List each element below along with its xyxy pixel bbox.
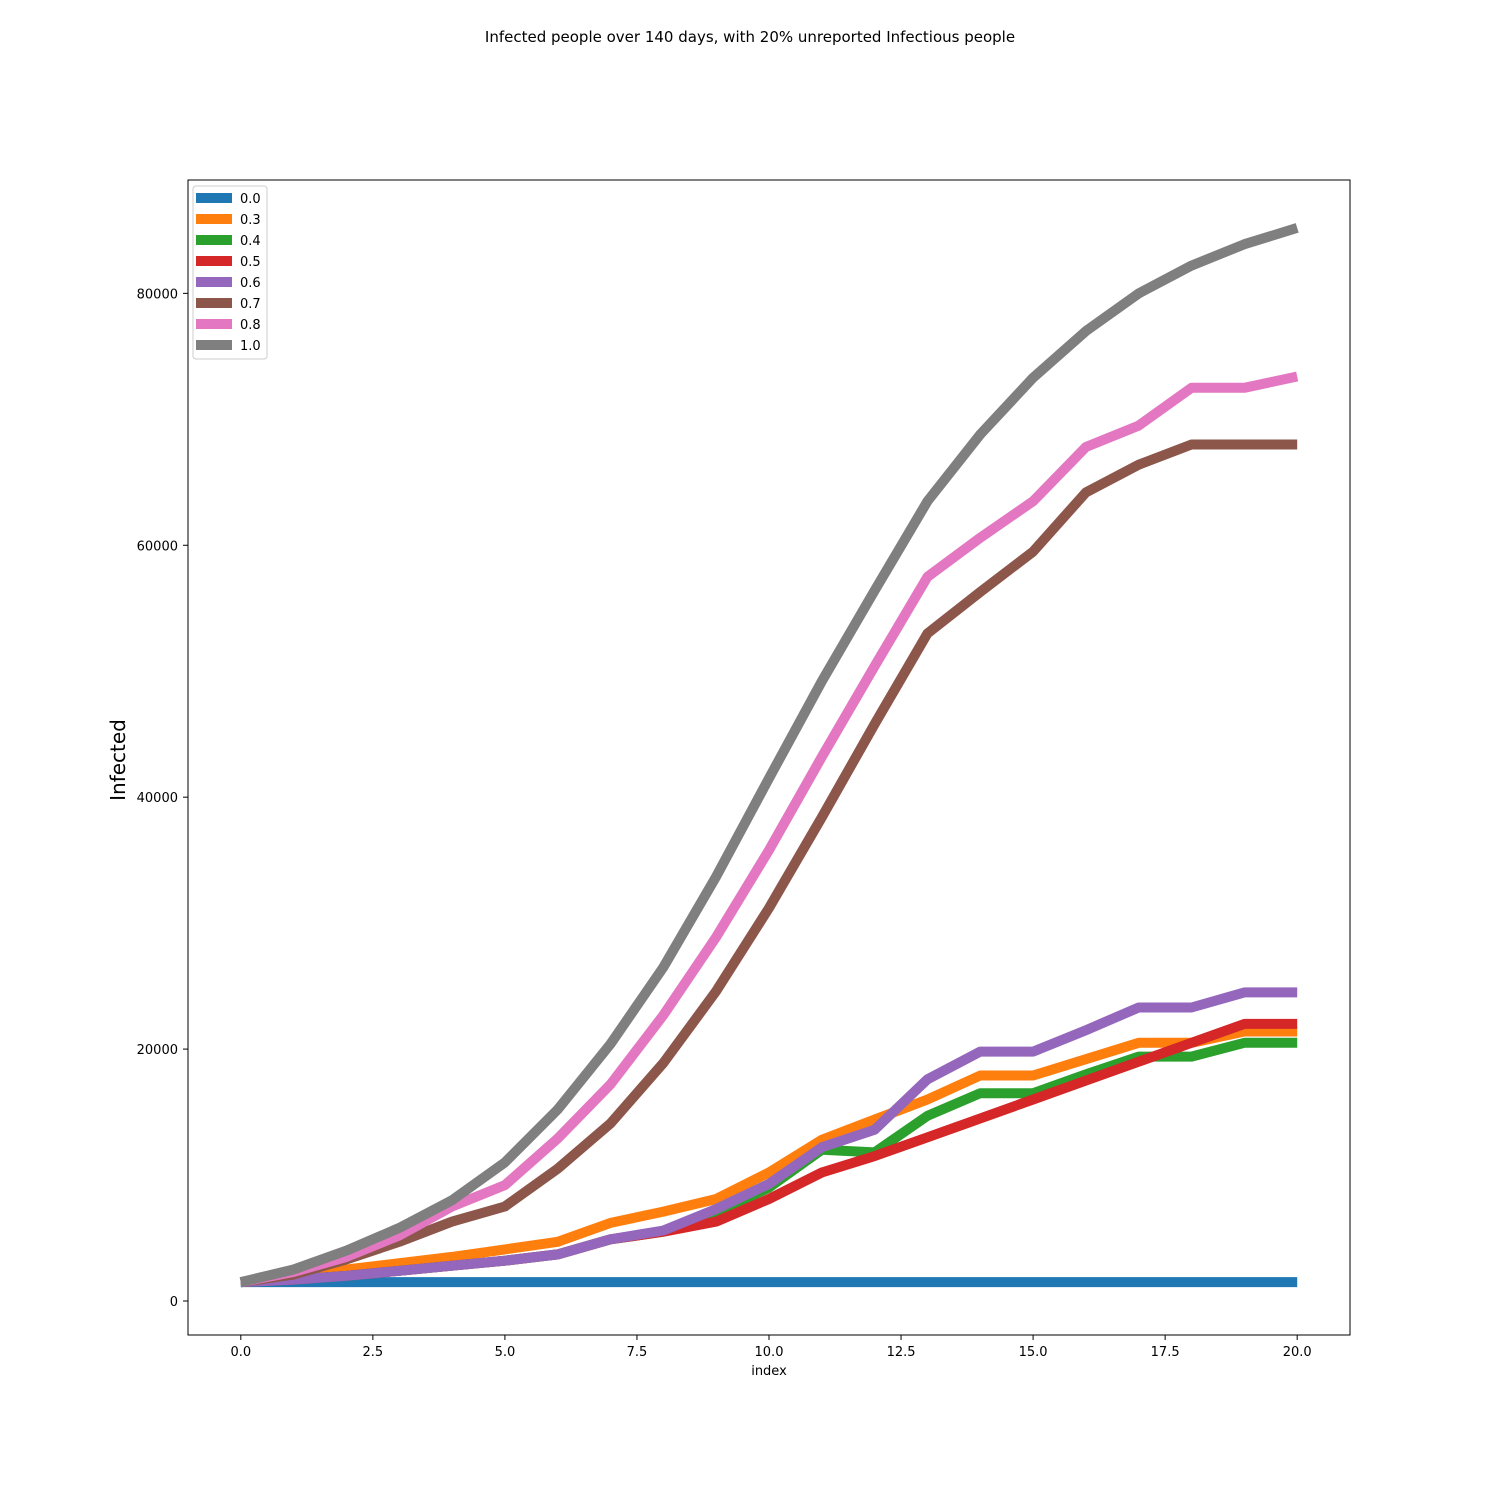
y-tick-label: 0 [170,1295,178,1310]
y-tick-label: 40000 [137,791,178,806]
chart-title: Infected people over 140 days, with 20% … [485,28,1015,46]
series-line-0-7 [240,439,1298,1288]
x-tick-label: 12.5 [887,1345,916,1360]
legend-label-1-0: 1.0 [240,339,261,354]
plot-background [188,180,1350,1335]
series-line-0-8 [239,371,1299,1288]
x-tick-label: 2.5 [363,1345,384,1360]
legend-label-0-7: 0.7 [240,297,261,312]
series-line-0-3 [240,1026,1298,1288]
legend-label-0-6: 0.6 [240,276,261,291]
x-axis: 0.0 2.5 5.0 7.5 10.0 12.5 15.0 17.5 20.0 [230,1335,1312,1360]
legend-label-0-3: 0.3 [240,213,261,228]
y-tick-label: 20000 [137,1043,178,1058]
y-axis-label: Infected [106,719,130,801]
x-tick-label: 5.0 [495,1345,516,1360]
series-line-0-6 [240,987,1298,1288]
plot-area [187,179,1351,1336]
y-tick-label: 60000 [137,539,178,554]
x-tick-label: 15.0 [1019,1345,1048,1360]
x-tick-label: 20.0 [1283,1345,1312,1360]
y-axis: 0 20000 40000 60000 80000 [137,287,188,1310]
x-tick-label: 17.5 [1151,1345,1180,1360]
legend: 0.0 0.3 0.4 0.5 0.6 0.7 0.8 1.0 [192,185,268,360]
legend-box [192,185,268,360]
x-tick-label: 0.0 [230,1345,251,1360]
x-tick-label: 10.0 [755,1345,784,1360]
legend-label-0-0: 0.0 [240,192,261,207]
series-lines [239,223,1299,1288]
series-line-1-0 [239,223,1299,1287]
x-tick-label: 7.5 [627,1345,648,1360]
legend-label-0-4: 0.4 [240,234,261,249]
legend-label-0-5: 0.5 [240,255,261,270]
legend-label-0-8: 0.8 [240,318,261,333]
x-axis-label: index [751,1364,787,1379]
y-tick-label: 80000 [137,287,178,302]
